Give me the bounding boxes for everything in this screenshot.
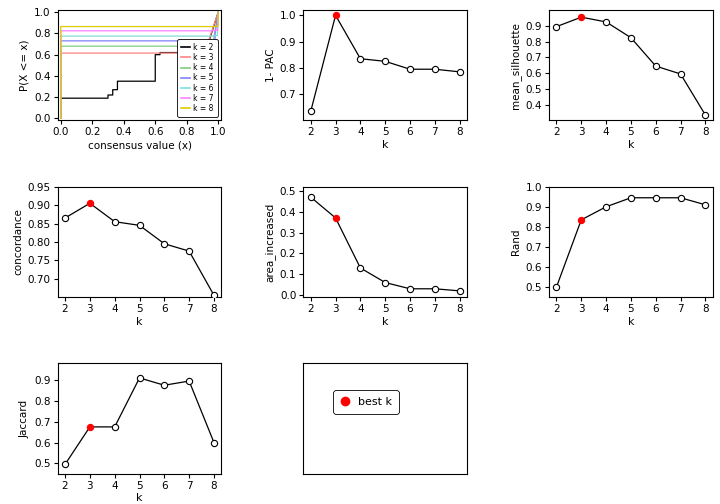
X-axis label: k: k bbox=[136, 317, 143, 327]
k = 8 bbox=[56, 115, 65, 121]
k = 6 bbox=[213, 26, 222, 32]
k = 4 bbox=[210, 37, 218, 43]
Y-axis label: P(X <= x): P(X <= x) bbox=[20, 39, 30, 91]
k = 5 bbox=[214, 9, 222, 15]
k = 3 bbox=[202, 49, 210, 55]
Legend: k = 2, k = 3, k = 4, k = 5, k = 6, k = 7, k = 8: k = 2, k = 3, k = 4, k = 5, k = 6, k = 7… bbox=[177, 39, 217, 116]
k = 7 bbox=[211, 28, 220, 34]
X-axis label: k: k bbox=[382, 140, 389, 150]
Y-axis label: Jaccard: Jaccard bbox=[20, 400, 30, 437]
Line: k = 7: k = 7 bbox=[60, 12, 218, 118]
k = 2 bbox=[104, 95, 112, 101]
k = 6 bbox=[214, 9, 222, 15]
Line: k = 4: k = 4 bbox=[60, 12, 218, 118]
k = 7 bbox=[56, 28, 65, 34]
Line: k = 2: k = 2 bbox=[60, 12, 218, 118]
k = 6 bbox=[56, 33, 65, 39]
Y-axis label: Rand: Rand bbox=[511, 229, 521, 255]
k = 4 bbox=[56, 115, 65, 121]
k = 3 bbox=[56, 115, 65, 121]
k = 2 bbox=[214, 9, 222, 15]
k = 7 bbox=[213, 27, 222, 33]
k = 6 bbox=[213, 33, 222, 39]
Legend: best k: best k bbox=[333, 390, 399, 414]
X-axis label: k: k bbox=[628, 317, 634, 327]
k = 2 bbox=[109, 87, 117, 93]
X-axis label: k: k bbox=[628, 140, 634, 150]
k = 6 bbox=[56, 115, 65, 121]
k = 2 bbox=[151, 51, 160, 57]
Line: k = 8: k = 8 bbox=[60, 12, 218, 118]
Y-axis label: 1- PAC: 1- PAC bbox=[266, 48, 276, 82]
Y-axis label: area_increased: area_increased bbox=[265, 202, 276, 282]
k = 7 bbox=[211, 27, 220, 33]
k = 2 bbox=[151, 78, 160, 84]
k = 4 bbox=[203, 42, 212, 48]
k = 5 bbox=[206, 37, 215, 43]
k = 4 bbox=[210, 42, 218, 48]
k = 3 bbox=[195, 49, 204, 55]
X-axis label: consensus value (x): consensus value (x) bbox=[88, 140, 192, 150]
k = 2 bbox=[156, 49, 164, 55]
k = 7 bbox=[56, 115, 65, 121]
k = 4 bbox=[203, 43, 212, 49]
k = 8 bbox=[56, 24, 65, 30]
k = 2 bbox=[109, 92, 117, 98]
k = 5 bbox=[56, 115, 65, 121]
k = 8 bbox=[214, 15, 222, 21]
k = 2 bbox=[56, 95, 65, 101]
Y-axis label: mean_silhouette: mean_silhouette bbox=[510, 22, 521, 109]
k = 2 bbox=[113, 87, 122, 93]
k = 3 bbox=[56, 50, 65, 56]
Line: k = 5: k = 5 bbox=[60, 12, 218, 118]
Line: k = 3: k = 3 bbox=[60, 12, 218, 118]
X-axis label: k: k bbox=[382, 317, 389, 327]
k = 8 bbox=[214, 23, 222, 29]
k = 6 bbox=[210, 33, 218, 39]
k = 5 bbox=[211, 37, 220, 43]
k = 5 bbox=[211, 30, 220, 36]
k = 8 bbox=[212, 24, 221, 30]
k = 5 bbox=[56, 38, 65, 44]
X-axis label: k: k bbox=[136, 493, 143, 503]
k = 3 bbox=[214, 9, 222, 15]
k = 8 bbox=[212, 23, 221, 29]
Y-axis label: concordance: concordance bbox=[14, 209, 23, 275]
k = 8 bbox=[214, 9, 222, 15]
Line: k = 6: k = 6 bbox=[60, 12, 218, 118]
k = 2 bbox=[156, 51, 164, 57]
k = 6 bbox=[210, 33, 218, 39]
k = 7 bbox=[214, 9, 222, 15]
k = 7 bbox=[213, 20, 222, 26]
k = 5 bbox=[206, 38, 215, 44]
k = 2 bbox=[202, 48, 210, 54]
k = 4 bbox=[56, 43, 65, 49]
k = 2 bbox=[202, 49, 210, 55]
k = 3 bbox=[202, 46, 210, 52]
k = 2 bbox=[113, 78, 122, 84]
k = 2 bbox=[104, 92, 112, 98]
k = 2 bbox=[56, 115, 65, 121]
k = 3 bbox=[195, 50, 204, 56]
k = 4 bbox=[214, 9, 222, 15]
